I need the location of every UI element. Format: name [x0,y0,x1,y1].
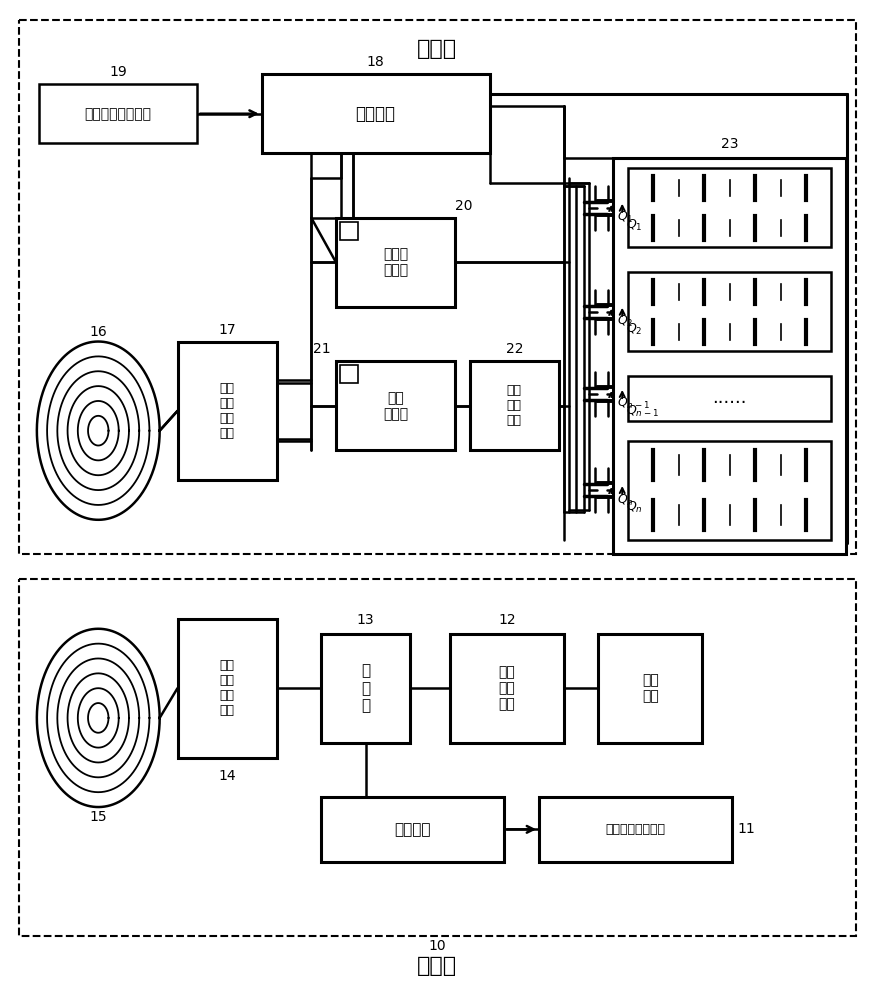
Polygon shape [37,342,159,520]
Text: 第二无线收发装置: 第二无线收发装置 [606,823,666,836]
Text: 15: 15 [89,810,107,824]
Bar [19,579,856,936]
Text: 12: 12 [498,613,515,627]
Text: ......: ...... [712,389,747,407]
Text: 测阻抗
继电器: 测阻抗 继电器 [383,247,408,277]
Polygon shape [37,629,159,807]
Text: 第一
拓扑
补偿
电路: 第一 拓扑 补偿 电路 [220,382,234,440]
Text: $Q_2$: $Q_2$ [617,314,634,329]
Text: 19: 19 [109,65,127,79]
Text: 11: 11 [737,822,755,836]
Text: 20: 20 [455,199,472,213]
Polygon shape [78,688,119,748]
Text: 13: 13 [357,613,374,627]
Bar [628,376,831,421]
Bar [336,218,455,307]
Polygon shape [47,644,150,792]
Text: 21: 21 [313,342,331,356]
Bar [19,20,856,554]
Bar [336,361,455,450]
Text: 10: 10 [428,939,446,953]
Bar [262,74,489,153]
Text: 主控制器: 主控制器 [395,822,431,837]
Bar [38,84,197,143]
Text: $Q_n$: $Q_n$ [617,492,634,508]
Bar [178,619,276,758]
Text: 22: 22 [506,342,523,356]
Text: $Q_2$: $Q_2$ [626,322,642,337]
Bar [628,272,831,351]
Text: $Q_{n-1}$: $Q_{n-1}$ [617,396,650,411]
Polygon shape [88,416,108,446]
Text: 从控制器: 从控制器 [355,105,396,123]
Text: 16: 16 [89,325,107,339]
Polygon shape [47,356,150,505]
Text: $Q_1$: $Q_1$ [626,218,643,233]
Polygon shape [67,386,129,475]
Bar [321,634,410,743]
Polygon shape [78,401,119,460]
Text: 第二
整流
滤波: 第二 整流 滤波 [499,665,515,711]
Bar [321,797,504,862]
Text: 第一无线收发装置: 第一无线收发装置 [85,107,151,121]
Polygon shape [67,673,129,762]
Bar [340,365,358,383]
Text: $Q_n$: $Q_n$ [626,500,643,515]
Text: 车位端: 车位端 [417,956,457,976]
Text: 外部
电源: 外部 电源 [642,673,659,703]
Bar [598,634,703,743]
Bar [450,634,564,743]
Text: 第二
拓扑
补偿
电路: 第二 拓扑 补偿 电路 [220,659,234,717]
Polygon shape [88,703,108,733]
Text: 第一
整流
滤波: 第一 整流 滤波 [507,384,522,427]
Polygon shape [58,371,139,490]
Bar [470,361,559,450]
Text: 车载端: 车载端 [417,39,457,59]
Polygon shape [58,658,139,777]
Bar [628,168,831,247]
Text: 18: 18 [367,55,384,69]
Text: 23: 23 [721,137,738,151]
Text: 充电
继电器: 充电 继电器 [383,391,408,421]
Bar [340,222,358,240]
Bar [539,797,732,862]
Text: 逆
变
器: 逆 变 器 [361,663,370,713]
Text: 14: 14 [218,769,236,783]
Text: $Q_{n-1}$: $Q_{n-1}$ [626,404,659,419]
Bar [178,342,276,480]
Bar [628,441,831,540]
Text: $Q_1$: $Q_1$ [617,210,634,225]
Bar [613,158,846,554]
Text: 17: 17 [218,323,236,337]
